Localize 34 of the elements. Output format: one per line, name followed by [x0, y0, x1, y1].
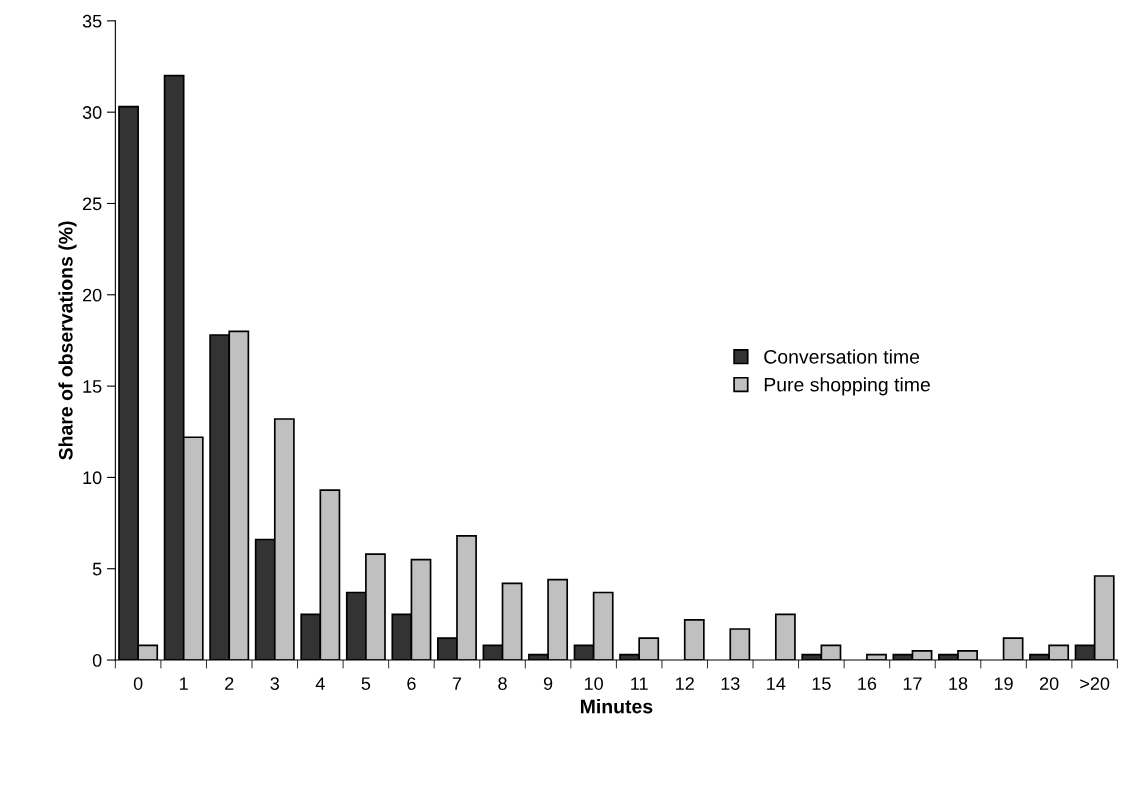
x-tick-label: 19: [994, 677, 1013, 690]
y-tick-label: 0: [92, 653, 102, 667]
y-tick-label: 5: [92, 562, 102, 576]
y-tick-label: 20: [82, 288, 102, 302]
y-tick-label: 15: [83, 380, 102, 393]
x-tick-label: 12: [676, 677, 694, 690]
x-tick-label: 4: [315, 677, 325, 690]
x-tick-label: 10: [584, 677, 603, 690]
y-tick-label: 25: [82, 197, 102, 211]
x-tick-label: 5: [361, 677, 371, 690]
x-tick-label: 20: [1039, 677, 1059, 690]
y-tick-label: 30: [82, 106, 102, 119]
legend-label: Pure shopping time: [764, 377, 930, 396]
x-tick-label: 9: [543, 677, 553, 690]
x-tick-label: 7: [452, 677, 462, 690]
x-tick-label: 15: [812, 677, 831, 690]
y-tick-label: 10: [83, 471, 102, 485]
x-tick-label: 11: [631, 677, 648, 690]
x-axis-title: Minutes: [580, 699, 653, 714]
x-tick-label: 16: [858, 677, 877, 690]
x-tick-label: 17: [903, 677, 922, 690]
y-axis-title: Share of observations (%): [58, 221, 77, 460]
x-tick-label: 0: [133, 677, 143, 690]
x-tick-label: 8: [498, 677, 507, 690]
x-tick-label: 13: [721, 677, 740, 690]
y-tick-label: 35: [82, 14, 102, 28]
legend-label: Conversation time: [764, 349, 920, 364]
x-tick-label: 3: [270, 677, 280, 690]
x-tick-label: 2: [225, 677, 234, 690]
x-tick-label: 18: [949, 677, 968, 690]
x-tick-label: 14: [767, 677, 786, 690]
x-tick-label: 6: [407, 677, 416, 690]
x-tick-label: 1: [180, 677, 188, 690]
x-tick-label: >20: [1080, 677, 1110, 690]
